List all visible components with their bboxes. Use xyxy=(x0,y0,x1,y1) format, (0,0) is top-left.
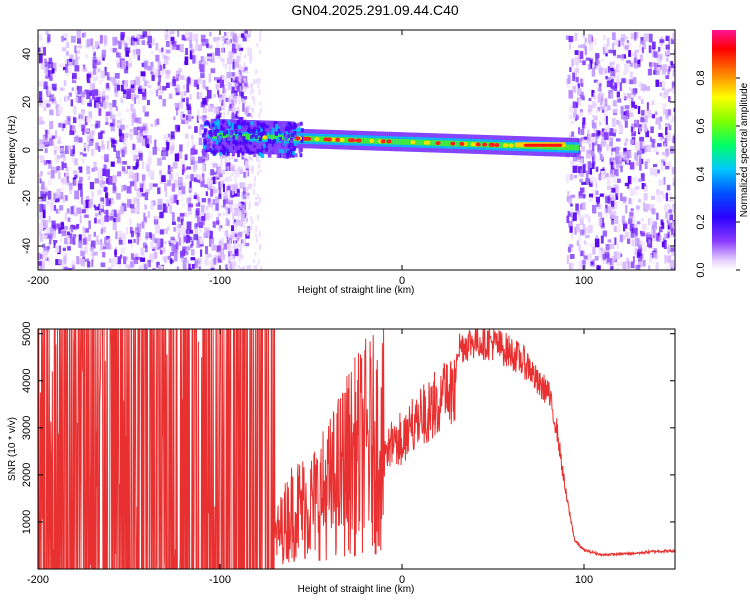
colorbar-gradient xyxy=(712,30,736,270)
spectrogram-y-tick-label: 20 xyxy=(21,96,33,108)
snr-y-tick-label: 4000 xyxy=(21,369,33,393)
spectrogram-x-label: Height of straight line (km) xyxy=(298,285,415,296)
colorbar-tick-label: 0.4 xyxy=(695,166,707,181)
colorbar-label: Normalized spectral amplitude xyxy=(739,82,750,217)
snr-x-label: Height of straight line (km) xyxy=(298,584,415,595)
colorbar-tick-label: 0.8 xyxy=(695,70,707,85)
colorbar-tick-label: 0.2 xyxy=(695,214,707,229)
colorbar-tick-label: 0.0 xyxy=(695,262,707,277)
snr-y-axis: 1000 2000 3000 4000 5000 xyxy=(21,321,675,534)
spectrogram-x-axis: -200 -100 0 100 xyxy=(27,30,593,287)
spectrogram-y-axis: -40 -20 0 20 40 xyxy=(21,48,675,254)
snr-y-label: SNR (10 * v/v) xyxy=(7,417,18,481)
spectrogram-image xyxy=(38,30,675,270)
spectrogram-y-tick-label: 0 xyxy=(21,147,33,153)
snr-series-line xyxy=(38,329,675,569)
snr-x-tick-label: 0 xyxy=(399,574,405,586)
snr-x-tick-label: 100 xyxy=(575,574,593,586)
snr-y-tick-label: 3000 xyxy=(21,416,33,440)
spectrogram-y-tick-label: -20 xyxy=(21,190,33,206)
colorbar-tick-label: 0.6 xyxy=(695,118,707,133)
spectrogram-x-tick-label: 100 xyxy=(575,275,593,287)
snr-panel: -200 -100 0 100 1000 2000 3000 4000 5000 Height… xyxy=(7,321,676,595)
snr-x-tick-label: -100 xyxy=(209,574,231,586)
snr-y-tick-label: 1000 xyxy=(21,510,33,534)
spectrogram-signal-trace xyxy=(201,118,579,159)
snr-y-tick-label: 2000 xyxy=(21,463,33,487)
spectrogram-x-tick-label: 0 xyxy=(399,275,405,287)
spectrogram-noise-left xyxy=(38,30,253,270)
figure-title: GN04.2025.291.09.44.C40 xyxy=(291,2,459,18)
snr-frame xyxy=(37,328,676,570)
spectrogram-x-tick-label: -100 xyxy=(209,275,231,287)
colorbar: 0.0 0.2 0.4 0.6 0.8 Normalized spectral ampl… xyxy=(695,30,750,278)
spectrogram-y-tick-label: 40 xyxy=(21,48,33,60)
colorbar-ticks: 0.0 0.2 0.4 0.6 0.8 xyxy=(695,70,740,278)
spectrogram-y-label: Frequency (Hz) xyxy=(7,116,18,185)
snr-y-tick-label: 5000 xyxy=(21,321,33,345)
spectrogram-y-tick-label: -40 xyxy=(21,238,33,254)
spectrogram-x-tick-label: -200 xyxy=(27,275,49,287)
spectrogram-noise-right xyxy=(565,31,675,270)
snr-x-tick-label: -200 xyxy=(27,574,49,586)
spectrogram-peak xyxy=(523,143,563,147)
snr-x-axis: -200 -100 0 100 xyxy=(27,329,593,586)
